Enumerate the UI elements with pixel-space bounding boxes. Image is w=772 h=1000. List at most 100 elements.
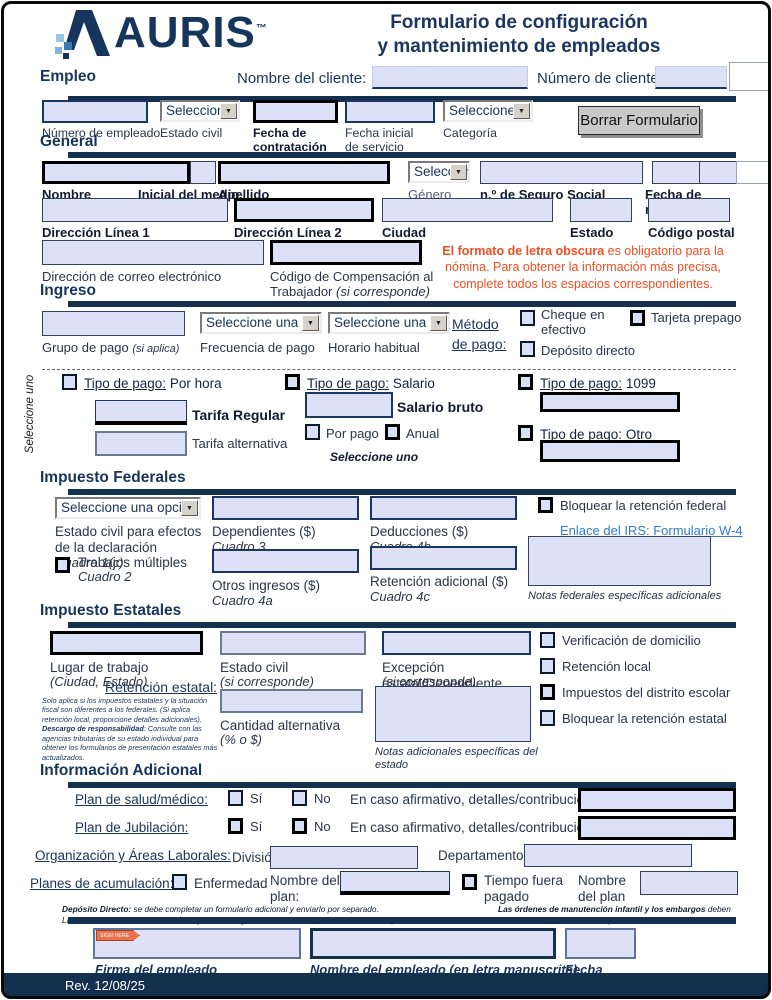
state-label: Estado	[570, 225, 614, 240]
pay-type-hourly-checkbox[interactable]	[62, 374, 77, 390]
alternate-rate-input[interactable]	[95, 431, 187, 456]
pay-type-1099-checkbox[interactable]	[518, 374, 533, 390]
irs-w4-link[interactable]: Enlace del IRS: Formulario W-4	[560, 523, 743, 538]
cash-check-label: Cheque en efectivo	[541, 307, 605, 337]
hire-date-input[interactable]	[253, 100, 338, 123]
state-input[interactable]	[570, 198, 632, 222]
direct-deposit-checkbox[interactable]	[520, 341, 535, 357]
select-one-label: Seleccione uno	[330, 450, 419, 464]
address2-input[interactable]	[234, 198, 374, 222]
state-marital-input[interactable]	[220, 631, 366, 655]
per-pay-checkbox[interactable]	[305, 424, 320, 440]
school-district-tax-checkbox[interactable]	[540, 684, 555, 700]
sick-checkbox[interactable]	[172, 874, 187, 890]
pay-group-input[interactable]	[42, 311, 185, 336]
division-input[interactable]	[270, 846, 418, 869]
gross-salary-input[interactable]	[305, 392, 393, 418]
state-marital-hint: (si corresponde)	[220, 674, 314, 689]
pay-group-label: Grupo de pago (si aplica)	[42, 340, 180, 355]
chevron-down-icon[interactable]: ▼	[302, 315, 319, 331]
service-start-date-input[interactable]	[345, 100, 435, 123]
address1-input[interactable]	[42, 198, 228, 222]
last-name-input[interactable]	[218, 161, 390, 184]
dependents-input[interactable]	[212, 496, 359, 520]
schedule-select[interactable]: Seleccione una ▼	[328, 312, 450, 334]
deductions-input[interactable]	[370, 496, 517, 520]
ssn-input[interactable]	[480, 161, 643, 184]
pto-checkbox[interactable]	[462, 874, 477, 890]
alternate-amount-label: Cantidad alternativa	[220, 718, 341, 733]
pay-type-1099-label: Tipo de pago: 1099	[540, 376, 656, 391]
other-income-input[interactable]	[212, 549, 359, 573]
retirement-plan-details-input[interactable]	[578, 816, 736, 840]
residence-verification-checkbox[interactable]	[540, 632, 555, 648]
retirement-plan-no-checkbox[interactable]	[292, 818, 307, 834]
cash-check-checkbox[interactable]	[520, 310, 535, 326]
city-input[interactable]	[382, 198, 553, 222]
client-name-input[interactable]	[372, 66, 528, 89]
direct-deposit-label: Depósito directo	[541, 343, 635, 358]
health-plan-details-input[interactable]	[578, 788, 736, 812]
prepaid-card-label: Tarjeta prepago	[651, 310, 742, 325]
gender-select[interactable]: Seleccione ▼	[408, 161, 470, 183]
pay-type-1099-input[interactable]	[540, 392, 680, 412]
divider-general	[68, 152, 736, 158]
chevron-down-icon[interactable]: ▼	[513, 103, 530, 119]
work-location-input[interactable]	[50, 631, 203, 655]
section-title-federal: Impuesto Federales	[40, 469, 186, 486]
local-withholding-checkbox[interactable]	[540, 658, 555, 674]
middle-initial-input[interactable]	[190, 161, 216, 184]
federal-filing-status-select[interactable]: Seleccione una opción ▼	[55, 497, 201, 519]
chevron-down-icon[interactable]: ▼	[181, 500, 198, 516]
pto-label: Tiempo fuera pagado	[484, 873, 564, 904]
category-select[interactable]: Seleccione ▼	[443, 100, 533, 122]
federal-notes-input[interactable]	[528, 536, 711, 586]
alternate-amount-input[interactable]	[220, 689, 363, 713]
health-plan-yes-checkbox[interactable]	[228, 790, 243, 806]
workers-comp-input[interactable]	[270, 240, 422, 265]
extra-withholding-input[interactable]	[370, 546, 517, 570]
plan-name1-input[interactable]	[340, 871, 450, 895]
date-input[interactable]	[565, 928, 636, 959]
pay-type-other-checkbox[interactable]	[518, 425, 533, 441]
multiple-jobs-checkbox[interactable]	[55, 557, 70, 573]
email-input[interactable]	[42, 240, 264, 265]
schedule-value: Seleccione una	[334, 315, 427, 330]
zip-input[interactable]	[648, 198, 730, 222]
block-state-withholding-checkbox[interactable]	[540, 710, 555, 726]
marital-status-select[interactable]: Seleccione ▼	[160, 100, 240, 122]
employee-number-input[interactable]	[42, 100, 148, 123]
pay-frequency-select[interactable]: Seleccione una ▼	[200, 312, 322, 334]
first-name-input[interactable]	[42, 161, 190, 184]
chevron-down-icon[interactable]: ▼	[220, 103, 237, 119]
state-notes-input[interactable]	[375, 686, 531, 742]
pay-type-other-input[interactable]	[540, 440, 680, 462]
work-location-label: Lugar de trabajo	[50, 660, 149, 675]
chevron-down-icon[interactable]: ▼	[450, 164, 467, 180]
department-input[interactable]	[524, 844, 692, 867]
overflow-field[interactable]	[729, 62, 770, 91]
plan-name2-input[interactable]	[640, 871, 738, 895]
chevron-down-icon[interactable]: ▼	[430, 315, 447, 331]
regular-rate-input[interactable]	[95, 400, 187, 425]
client-number-input[interactable]	[655, 66, 727, 89]
form-title-line2: y mantenimiento de empleados	[377, 36, 661, 57]
state-exemption-input[interactable]	[382, 631, 531, 655]
prepaid-card-checkbox[interactable]	[630, 310, 645, 326]
clear-form-button[interactable]: Borrar Formulario	[578, 106, 700, 135]
pay-type-salary-checkbox[interactable]	[285, 374, 300, 390]
work-location-hint: (Ciudad, Estado)	[50, 674, 148, 689]
annual-checkbox[interactable]	[385, 424, 400, 440]
retirement-plan-yes-checkbox[interactable]	[228, 818, 243, 834]
birth-date-input-month[interactable]	[652, 161, 700, 184]
birth-date-input-day[interactable]	[699, 161, 737, 184]
other-income-box: Cuadro 4a	[212, 593, 273, 608]
block-federal-withholding-checkbox[interactable]	[538, 497, 553, 513]
auris-logo: AURIS™	[52, 6, 268, 60]
category-value: Seleccione	[449, 103, 516, 118]
alternate-amount-hint: (% o $)	[220, 732, 262, 747]
state-marital-label: Estado civil	[220, 660, 289, 675]
health-plan-no-checkbox[interactable]	[292, 790, 307, 806]
birth-date-input-year[interactable]	[736, 161, 771, 184]
printed-name-input[interactable]	[310, 928, 556, 959]
